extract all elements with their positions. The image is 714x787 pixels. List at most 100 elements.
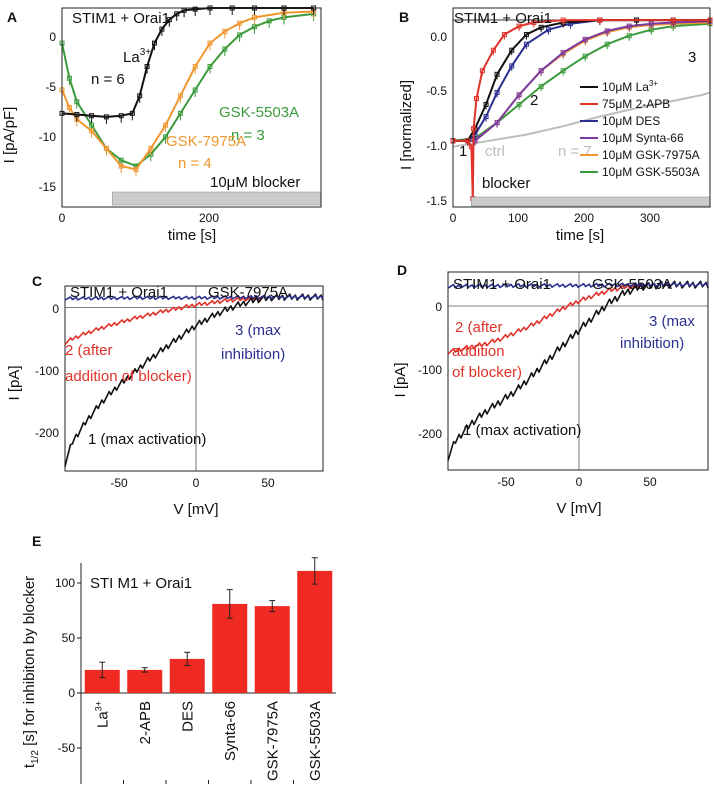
panel-a-series-gsk-5503a-point xyxy=(177,110,183,116)
panel-b-series-75-m-2-apb-point xyxy=(490,47,496,53)
panel-a-series-la3--point xyxy=(152,40,157,46)
panel-a-series-gsk-7975a-point xyxy=(222,28,228,34)
bar-gsk-7975a xyxy=(254,606,290,693)
panel-a-la-n: n = 6 xyxy=(91,71,125,88)
panel-a-series-la3--point xyxy=(137,93,143,99)
panel-c-xtick: -50 xyxy=(110,476,128,490)
panel-b-xtick: 200 xyxy=(574,211,594,225)
panel-b: B 0.0 -0.5 -1.0 -1.5 0 100 200 300 I [no… xyxy=(398,7,713,244)
panel-b-series-10-m-la3--point xyxy=(523,32,529,38)
panel-b-series-75-m-2-apb-point xyxy=(597,17,603,23)
panel-d-ann-2b: addition xyxy=(452,343,505,360)
panel-a-xlabel: time [s] xyxy=(168,227,216,244)
panel-a-title: STIM1 + Orai1 xyxy=(72,10,170,27)
panel-e-ytick: 50 xyxy=(62,631,76,645)
panel-b-blocker-label: blocker xyxy=(482,175,530,192)
panel-a-series-gsk-5503a-point xyxy=(207,64,213,70)
panel-a-series-gsk-7975a-point xyxy=(133,167,139,173)
panel-c-series-2 xyxy=(64,294,324,346)
panel-d-xlabel: V [mV] xyxy=(556,500,601,517)
panel-b-ann-3: 3 xyxy=(688,49,696,66)
bar-synta-66 xyxy=(212,603,248,693)
panel-c-ytick: 0 xyxy=(52,302,59,316)
panel-b-series-10-m-synta-66-point xyxy=(494,120,500,126)
panel-b-xlabel: time [s] xyxy=(556,227,604,244)
panel-b-series-10-m-gsk-5503a-point xyxy=(582,53,588,59)
panel-b-ylabel: I [normalized] xyxy=(398,80,415,170)
panel-d-xtick: -50 xyxy=(497,475,515,489)
panel-a-series-gsk-5503a-point xyxy=(163,134,169,140)
panel-b-series-10-m-synta-66-point xyxy=(560,50,566,56)
panel-a-series-gsk-5503a-point xyxy=(222,46,228,52)
panel-b-ann-n: n = 7 xyxy=(558,143,592,160)
panel-b-series-10-m-gsk-7975a xyxy=(453,21,711,142)
panel-b-ytick: 0.0 xyxy=(430,30,447,44)
panel-a: A 0 -5 -10 -15 0 200 I [pA/pF] time [s] … xyxy=(1,5,322,244)
panel-b-series-10-m-des-point xyxy=(545,27,551,33)
panel-a-series-la3--point xyxy=(144,64,150,70)
panel-a-series-la3--point xyxy=(166,17,172,23)
panel-d-ann-3b: inhibition) xyxy=(620,335,684,352)
panel-a-ytick: -10 xyxy=(39,130,57,144)
panel-e-category-label: DES xyxy=(179,701,196,732)
panel-b-series-10-m-la3--point xyxy=(483,101,489,107)
panel-c: C 0 -100 -200 -50 0 50 I [pA] V [mV] STI… xyxy=(6,273,324,518)
panel-b-xtick: 100 xyxy=(508,211,528,225)
panel-b-series-10-m-synta-66-point xyxy=(582,36,588,42)
panel-b-series-10-m-gsk-5503a-point xyxy=(538,83,544,89)
panel-b-series-10-m-synta-66-point xyxy=(648,21,654,27)
panel-a-series-la3--point xyxy=(89,113,95,119)
panel-b-legend-entry: 10μM Synta-66 xyxy=(602,131,684,145)
panel-b-legend-entry: 10μM GSK-5503A xyxy=(602,165,700,179)
panel-b-ann-2: 2 xyxy=(530,92,538,109)
panel-b-ann-1: 1 xyxy=(459,143,467,160)
panel-b-label: B xyxy=(399,9,409,25)
panel-b-series-10-m-des-point xyxy=(483,114,489,120)
panel-a-series-la3--point xyxy=(74,112,80,118)
panel-a-frame xyxy=(61,7,322,208)
panel-b-series-75-m-2-apb xyxy=(453,19,710,200)
panel-b-series-75-m-2-apb-point xyxy=(560,17,566,23)
panel-b-series-10-m-la3--point xyxy=(538,24,544,30)
panel-a-label: A xyxy=(7,9,17,25)
panel-a-series-la3--point xyxy=(192,6,198,12)
panel-b-series-10-m-la3--point xyxy=(494,71,500,77)
panel-b-series-75-m-2-apb-point xyxy=(516,23,522,29)
panel-e-title: STI M1 + Orai1 xyxy=(90,575,192,592)
panel-b-ytick: -1.0 xyxy=(426,139,447,153)
panel-a-series-gsk-7975a-point xyxy=(118,163,124,169)
panel-b-series-10-m-gsk-5503a-point xyxy=(604,41,610,47)
panel-a-ylabel: I [pA/pF] xyxy=(1,107,18,164)
panel-b-series-75-m-2-apb-point xyxy=(471,126,477,132)
panel-d-label: D xyxy=(397,262,407,278)
panel-a-series-gsk-7975a-point xyxy=(251,14,257,20)
panel-d-ytick: 0 xyxy=(435,300,442,314)
panel-a-series-gsk-5503a-point xyxy=(89,122,95,128)
panel-b-ytick: -0.5 xyxy=(426,84,447,98)
panel-e-category-label: La3+ xyxy=(93,701,111,728)
panel-d-ann-2c: of blocker) xyxy=(452,364,522,381)
panel-b-series-10-m-gsk-5503a-point xyxy=(516,101,522,107)
panel-b-series-10-m-des-point xyxy=(509,63,515,69)
panel-b-blocker-bar xyxy=(471,196,711,207)
panel-a-series-gsk-5503a-point xyxy=(192,87,198,93)
panel-b-series-10-m-des xyxy=(453,19,710,142)
panel-a-series-gsk-5503a-point xyxy=(251,24,257,30)
panel-e-ytick: -50 xyxy=(58,741,76,755)
panel-c-xtick: 0 xyxy=(193,476,200,490)
panel-a-series-gsk-7975a-point xyxy=(163,122,169,128)
panel-a-series-la3--point xyxy=(129,110,135,116)
panel-d-ann-2: 2 (after xyxy=(455,319,503,336)
panel-a-gsk7975-label: GSK-7975A xyxy=(166,133,246,150)
panel-c-label: C xyxy=(32,273,42,289)
panel-a-series-la3--point xyxy=(118,113,124,119)
panel-d: D 0 -100 -200 -50 0 50 I [pA] V [mV] STI… xyxy=(392,262,709,517)
panel-b-legend: 10μM La3+ 75μM 2-APB 10μM DES 10μM Synta-66… xyxy=(580,79,700,179)
panel-a-series-gsk-7975a-point xyxy=(177,93,183,99)
panel-a-blocker-label: 10μM blocker xyxy=(210,174,300,191)
panel-b-series-10-m-des-point xyxy=(494,89,500,95)
panel-b-frame xyxy=(452,7,711,208)
panel-e-label: E xyxy=(32,533,41,549)
panel-d-xtick: 0 xyxy=(576,475,583,489)
panel-a-blocker-bar xyxy=(112,191,322,206)
